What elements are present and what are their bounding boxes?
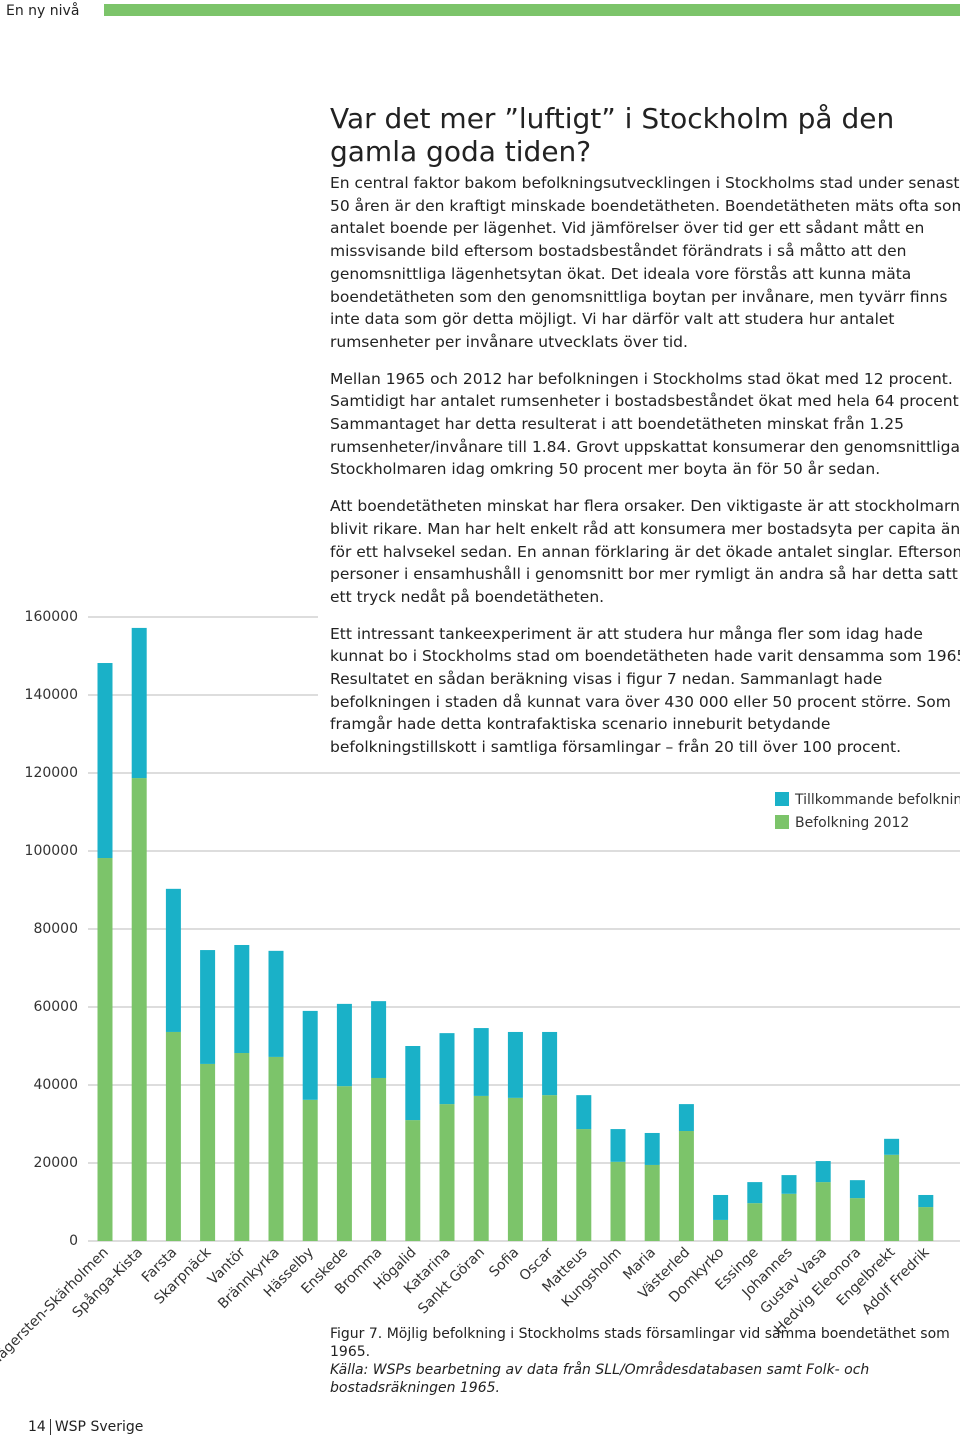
bar-segment (507, 1031, 523, 1098)
bar-segment (678, 1131, 694, 1241)
bar-segment (405, 1046, 421, 1121)
bar-segment (678, 1104, 694, 1132)
bar-segment (97, 663, 113, 859)
bar-segment (302, 1010, 318, 1100)
y-tick-label: 160000 (25, 609, 78, 625)
bar-segment (439, 1033, 455, 1105)
y-tick-label: 40000 (33, 1077, 78, 1093)
legend-swatch (775, 815, 789, 829)
bar-segment (576, 1129, 592, 1241)
bar-segment (131, 778, 147, 1241)
publisher: WSP Sverige (54, 1419, 144, 1435)
bar-segment (849, 1180, 865, 1199)
bar-segment (268, 1056, 284, 1241)
paragraph: En central faktor bakom befolkningsutvec… (330, 174, 960, 351)
section-label: En ny nivå (6, 3, 80, 19)
x-tick-label: Hägersten-Skärholmen (0, 1245, 112, 1370)
paragraph: Ett intressant tankeexperiment är att st… (330, 624, 960, 757)
bar-segment (576, 1095, 592, 1130)
bar-segment (918, 1207, 934, 1241)
bar-segment (644, 1164, 660, 1241)
bar-segment (747, 1182, 763, 1204)
bar-segment (439, 1104, 455, 1241)
bar-segment (336, 1086, 352, 1241)
bar-segment (97, 858, 113, 1241)
bar-segment (542, 1095, 558, 1241)
article-title: Var det mer ”luftigt” i Stockholm på den… (330, 102, 895, 168)
y-tick-label: 140000 (25, 687, 78, 703)
y-tick-label: 20000 (33, 1155, 78, 1171)
y-tick-label: 0 (69, 1233, 78, 1249)
bar-segment (918, 1194, 934, 1208)
bar-segment (473, 1095, 489, 1241)
bar-segment (165, 888, 181, 1032)
source-note: Källa: WSPs bearbetning av data från SLL… (330, 1362, 870, 1396)
x-tick-label: Sofia (486, 1245, 522, 1281)
bar-segment (713, 1194, 729, 1220)
y-tick-label: 120000 (25, 765, 78, 781)
bar-segment (200, 1063, 216, 1241)
bar-segment (884, 1154, 900, 1241)
figure-caption: Figur 7. Möjlig befolkning i Stockholms … (330, 1326, 950, 1360)
page-number: 14 (28, 1419, 46, 1435)
footer: 14 WSP Sverige (28, 1419, 143, 1435)
legend-label: Befolkning 2012 (795, 815, 909, 831)
bar-segment (371, 1077, 387, 1241)
bar-segment (131, 627, 147, 779)
bar-segment (302, 1099, 318, 1241)
bar-segment (849, 1198, 865, 1241)
bar-segment (542, 1031, 558, 1096)
bar-segment (507, 1097, 523, 1241)
bar-segment (234, 1053, 250, 1241)
article: Var det mer ”luftigt” i Stockholm på den… (318, 96, 960, 760)
paragraph: Att boendetätheten minskat har flera ors… (330, 497, 960, 606)
bar-segment (268, 950, 284, 1057)
bar-segment (884, 1138, 900, 1155)
bar-segment (371, 1001, 387, 1078)
bar-segment (405, 1120, 421, 1241)
bar-segment (610, 1129, 626, 1162)
bar-segment (713, 1219, 729, 1241)
bar-segment (781, 1193, 797, 1241)
bar-segment (200, 950, 216, 1064)
bar-segment (336, 1003, 352, 1087)
caption: Figur 7. Möjlig befolkning i Stockholms … (330, 1325, 955, 1397)
divider (49, 1419, 51, 1435)
bar-segment (815, 1182, 831, 1241)
legend-swatch (775, 792, 789, 806)
bar-segment (165, 1031, 181, 1241)
y-tick-label: 100000 (25, 843, 78, 859)
bar-segment (815, 1161, 831, 1183)
bar-segment (234, 944, 250, 1054)
bar-segment (781, 1175, 797, 1194)
bar-segment (610, 1161, 626, 1241)
legend-label: Tillkommande befolkning (794, 792, 960, 808)
bar-segment (747, 1203, 763, 1241)
header-bar (104, 4, 960, 16)
bar-segment (473, 1028, 489, 1096)
paragraph: Mellan 1965 och 2012 har befolkningen i … (330, 369, 960, 479)
header: En ny nivå (0, 0, 960, 24)
y-tick-label: 60000 (33, 999, 78, 1015)
bar-segment (644, 1132, 660, 1165)
y-tick-label: 80000 (33, 921, 78, 937)
